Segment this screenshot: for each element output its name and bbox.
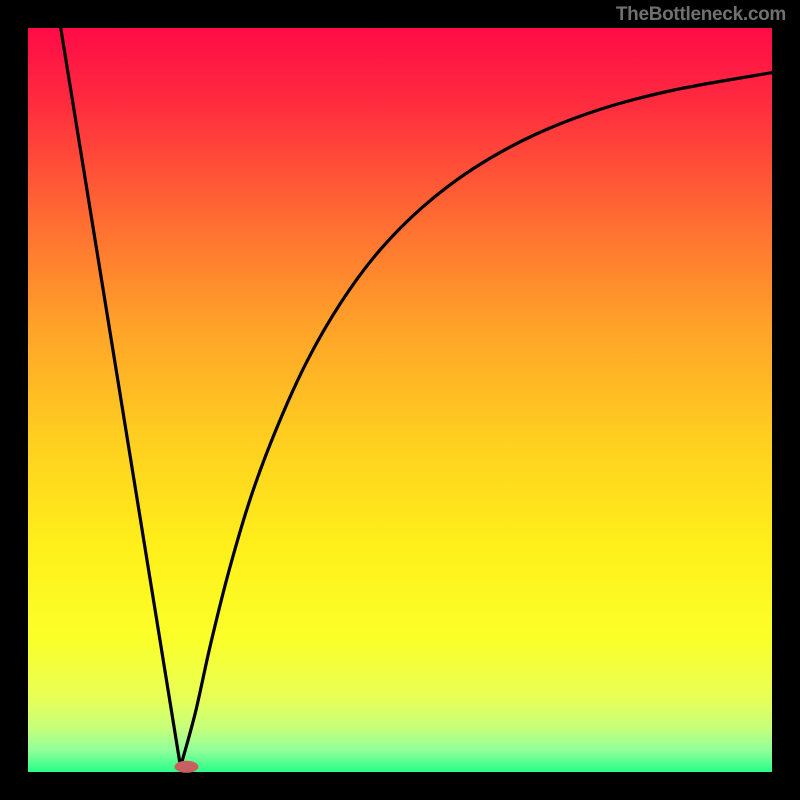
chart-container: TheBottleneck.com [0, 0, 800, 800]
plot-background [28, 28, 772, 772]
gradient-plot [0, 0, 800, 800]
site-watermark: TheBottleneck.com [616, 4, 786, 26]
optimal-point-marker [174, 761, 198, 773]
